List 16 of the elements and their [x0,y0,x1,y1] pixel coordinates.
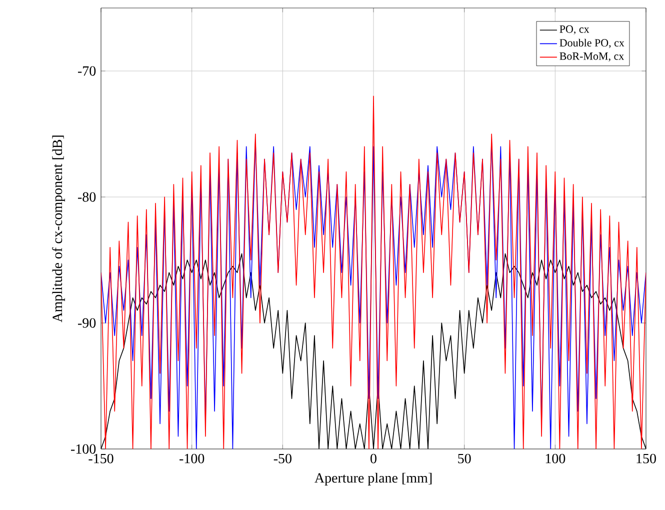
y-tick-label: -70 [78,66,96,76]
legend-label: PO, cx [560,25,590,34]
x-tick-label: 0 [370,454,376,464]
x-tick-label: -100 [180,454,204,464]
y-tick-label: -90 [78,318,96,328]
y-tick-label: -100 [70,444,96,454]
x-axis-title: Aperture plane [mm] [314,472,432,486]
x-tick-label: 100 [546,454,566,464]
x-tick-label: -150 [88,454,114,464]
legend-label: BoR-MoM, cx [560,52,624,62]
y-tick-label: -80 [78,192,96,202]
y-axis-title: Amplitude of cx-component [dB] [52,136,65,322]
x-tick-label: 150 [636,454,656,464]
legend-label: Double PO, cx [560,38,624,48]
x-tick-label: -50 [274,454,292,464]
x-tick-label: 50 [458,454,471,464]
